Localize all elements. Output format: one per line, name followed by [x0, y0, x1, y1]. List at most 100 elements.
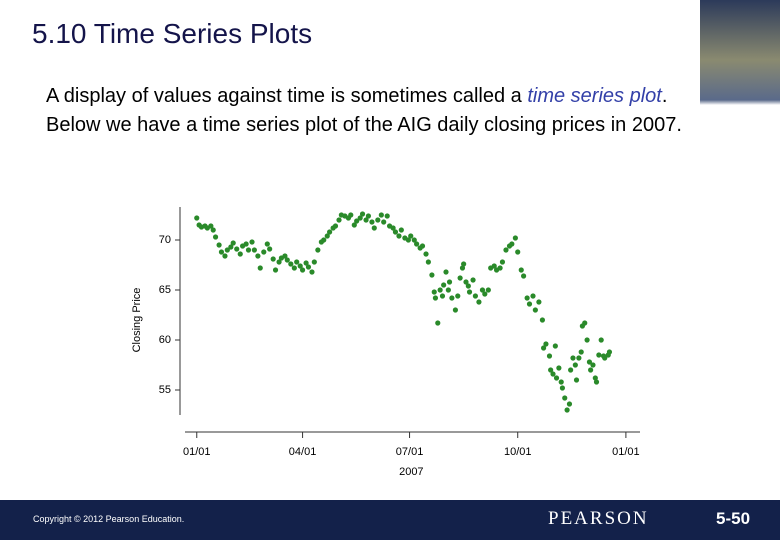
point — [586, 359, 593, 365]
point — [562, 395, 568, 401]
point — [570, 355, 576, 361]
point — [470, 277, 476, 283]
y-tick-label: 65 — [159, 284, 171, 296]
point — [282, 253, 288, 259]
point — [363, 217, 369, 223]
point — [452, 307, 459, 313]
point — [573, 377, 580, 383]
point — [521, 273, 527, 279]
point — [476, 299, 482, 305]
point — [255, 253, 261, 259]
point — [321, 237, 327, 243]
point — [524, 295, 530, 301]
point — [543, 341, 549, 347]
point — [582, 320, 588, 326]
point — [249, 239, 255, 245]
point — [499, 259, 506, 265]
point — [210, 227, 216, 233]
x-tick-label: 07/01 — [396, 446, 424, 458]
point — [303, 260, 309, 266]
point — [216, 242, 222, 248]
point — [530, 293, 536, 299]
y-tick-label: 60 — [159, 334, 171, 346]
point — [576, 355, 582, 361]
emphasis: time series plot — [527, 85, 662, 107]
point — [208, 223, 214, 229]
point — [446, 279, 453, 285]
x-tick-label: 01/01 — [183, 446, 211, 458]
point — [222, 253, 228, 259]
point — [230, 240, 236, 246]
point — [443, 269, 449, 275]
point — [419, 243, 426, 249]
point — [414, 241, 420, 247]
x-axis-label: 2007 — [399, 466, 423, 478]
point — [552, 343, 558, 349]
point — [465, 283, 471, 289]
point — [228, 244, 234, 250]
point — [267, 246, 273, 252]
point — [466, 289, 473, 295]
point — [455, 293, 461, 299]
point — [449, 295, 455, 301]
point — [305, 264, 312, 270]
point — [284, 257, 290, 263]
point — [457, 275, 463, 281]
point — [556, 365, 562, 371]
point — [378, 212, 384, 218]
point — [251, 247, 257, 253]
x-tick-label: 10/01 — [504, 446, 532, 458]
point — [590, 362, 596, 368]
point — [264, 241, 270, 247]
point — [536, 299, 542, 305]
point — [291, 265, 297, 271]
point — [515, 249, 521, 255]
y-tick-label: 55 — [159, 384, 171, 396]
point — [553, 375, 560, 381]
point — [357, 215, 363, 221]
decoration — [700, 0, 780, 500]
point — [596, 352, 602, 358]
point — [602, 355, 608, 361]
point — [518, 267, 524, 273]
point — [425, 259, 431, 265]
point — [369, 219, 375, 225]
point — [423, 251, 429, 257]
point — [243, 241, 249, 247]
point — [593, 379, 600, 385]
point — [327, 229, 333, 235]
point — [431, 289, 437, 295]
point — [566, 401, 573, 407]
point — [459, 265, 466, 271]
point — [270, 256, 276, 262]
point — [261, 249, 267, 255]
x-tick-label: 01/01 — [612, 446, 640, 458]
point — [512, 235, 518, 241]
point — [392, 229, 399, 235]
point — [299, 267, 306, 273]
point — [485, 287, 491, 293]
point — [311, 259, 317, 265]
point — [294, 259, 300, 265]
point — [463, 279, 469, 285]
point — [375, 217, 381, 223]
point — [559, 385, 566, 391]
point — [396, 233, 402, 239]
point — [503, 247, 509, 253]
point — [550, 371, 556, 377]
chart: Closing Price 55 60 65 70 01/01 04/01 07/01 10/… — [131, 207, 640, 478]
point — [297, 263, 303, 269]
point — [584, 337, 590, 343]
point — [384, 213, 390, 219]
point — [491, 263, 497, 269]
footer: Copyright © 2012 Pearson Education. PEAR… — [0, 500, 780, 540]
point — [572, 362, 578, 368]
point — [398, 227, 404, 233]
text: . Below we have a time series plot of th… — [46, 85, 682, 136]
point — [445, 287, 451, 293]
point — [432, 295, 439, 301]
point — [276, 259, 282, 265]
y-tick-label: 70 — [159, 234, 171, 246]
y-axis-label: Closing Price — [131, 288, 143, 353]
point — [578, 349, 584, 355]
